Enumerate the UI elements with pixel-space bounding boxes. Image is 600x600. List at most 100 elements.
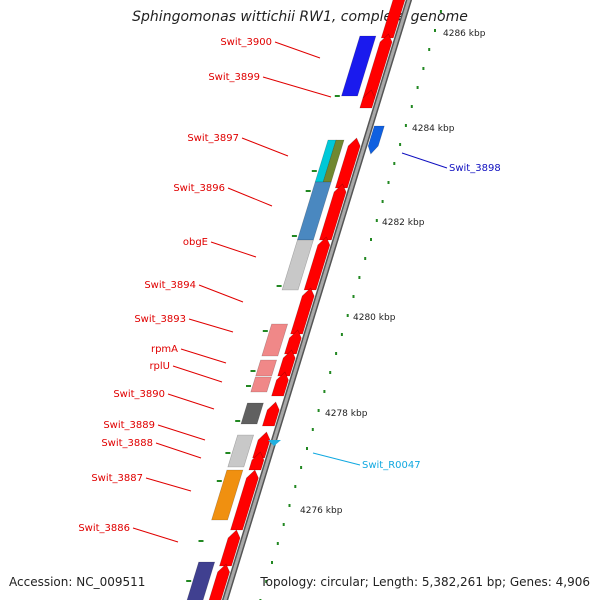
scale-tick: [294, 485, 297, 488]
scale-tick: [364, 257, 367, 260]
label-leader-line: [180, 348, 227, 364]
scale-tick: [265, 580, 268, 583]
accession-text: Accession: NC_009511: [9, 575, 146, 589]
gene-label-rplu[interactable]: rplU: [149, 361, 170, 372]
scale-tick: [422, 67, 425, 70]
label-leader-lines: [132, 41, 448, 543]
forward-gene-arrow[interactable]: [334, 137, 361, 189]
gene-label-swit-3894[interactable]: Swit_3894: [144, 280, 196, 291]
gene-label-swit-3886[interactable]: Swit_3886: [78, 523, 130, 534]
label-leader-line: [198, 284, 244, 303]
gene-label-obge[interactable]: obgE: [183, 237, 208, 248]
forward-gene-arrow[interactable]: [362, 33, 393, 99]
scale-tick: [358, 276, 361, 279]
scale-tick: [416, 86, 419, 89]
gene-labels-right: Swit_3898 Swit_R0047: [362, 163, 501, 471]
scale-labels: 4286 kbp 4284 kbp 4282 kbp 4280 kbp 4278…: [300, 29, 486, 516]
label-leader-line: [227, 187, 273, 207]
label-leader-line: [274, 41, 321, 59]
scale-tick: [375, 219, 378, 222]
scale-tick: [311, 428, 314, 431]
gene-start-tick: [225, 452, 231, 454]
label-leader-line: [188, 318, 234, 333]
scale-tick: [288, 504, 291, 507]
scale-label-4282: 4282 kbp: [382, 218, 425, 228]
scale-tick: [335, 352, 338, 355]
forward-gene-arrow[interactable]: [359, 89, 376, 109]
scale-tick: [404, 124, 407, 127]
scale-tick: [276, 542, 279, 545]
forward-gene-arrow[interactable]: [206, 563, 230, 600]
scale-label-4280: 4280 kbp: [353, 313, 396, 323]
label-leader-line: [155, 442, 202, 459]
forward-gene-arrow[interactable]: [219, 529, 241, 567]
gene-start-tick: [262, 330, 268, 332]
gene-swit-3887[interactable]: [211, 469, 244, 521]
forward-gene-arrow[interactable]: [230, 469, 259, 531]
gene-swit-3889[interactable]: [227, 434, 255, 468]
scale-tick: [439, 10, 442, 13]
scale-tick: [340, 333, 343, 336]
scale-tick: [323, 390, 326, 393]
gene-start-tick: [186, 580, 192, 582]
gene-obge[interactable]: [281, 239, 314, 291]
forward-gene-arrow[interactable]: [277, 349, 296, 377]
scale-tick: [282, 523, 285, 526]
label-leader-line: [172, 365, 223, 383]
gene-label-swit-3890[interactable]: Swit_3890: [113, 389, 165, 400]
forward-gene-arrow[interactable]: [318, 183, 347, 241]
scale-tick: [329, 371, 332, 374]
forward-gene-arrow[interactable]: [271, 371, 289, 397]
forward-gene-arrow[interactable]: [248, 451, 265, 471]
gene-label-swit-3896[interactable]: Swit_3896: [173, 183, 225, 194]
scale-tick: [393, 162, 396, 165]
gene-rplu[interactable]: [250, 376, 272, 393]
forward-gene-arrow[interactable]: [303, 236, 331, 291]
gene-start-tick: [250, 370, 256, 372]
scale-tick: [271, 561, 273, 564]
scale-tick: [352, 295, 355, 298]
scale-label-4286: 4286 kbp: [443, 29, 486, 39]
gene-start-tick: [311, 170, 317, 172]
gene-start-tick: [334, 95, 340, 97]
scale-label-4278: 4278 kbp: [325, 409, 368, 419]
label-leader-line: [132, 527, 179, 543]
forward-gene-arrow[interactable]: [290, 287, 315, 335]
gene-label-swit-3893[interactable]: Swit_3893: [134, 314, 186, 325]
gene-label-swit-3887[interactable]: Swit_3887: [91, 473, 143, 484]
scale-tick: [317, 409, 320, 412]
label-leader-line: [210, 241, 257, 258]
forward-gene-arrow[interactable]: [284, 329, 302, 355]
gene-swit-3898[interactable]: [367, 125, 385, 155]
forward-gene-arrow[interactable]: [252, 431, 271, 459]
scale-tick: [381, 200, 384, 203]
forward-gene-arrow[interactable]: [261, 401, 280, 427]
gene-swit-3900[interactable]: [341, 35, 377, 97]
gene-label-rpma[interactable]: rpmA: [151, 344, 178, 355]
label-leader-line: [312, 452, 361, 466]
gene-swit-r0047[interactable]: [268, 440, 281, 446]
gene-start-tick: [216, 480, 222, 482]
gene-start-tick: [305, 190, 311, 192]
label-leader-line: [167, 393, 215, 410]
scale-tick-marks: [186, 10, 442, 600]
forward-gene-arrow[interactable]: [380, 0, 408, 39]
gene-label-swit-3897[interactable]: Swit_3897: [187, 133, 239, 144]
gene-swit-3886[interactable]: [184, 561, 216, 600]
gene-rpma[interactable]: [255, 359, 278, 377]
gene-label-swit-3889[interactable]: Swit_3889: [103, 420, 155, 431]
gene-swit-3893[interactable]: [261, 323, 289, 357]
scale-tick: [370, 238, 372, 241]
gene-labels-left: Swit_3900 Swit_3899 Swit_3897 Swit_3896 …: [78, 37, 272, 534]
gene-label-swit-3898[interactable]: Swit_3898: [449, 163, 501, 174]
gene-label-swit-3900[interactable]: Swit_3900: [220, 37, 272, 48]
label-leader-line: [401, 152, 448, 169]
gene-label-swit-3888[interactable]: Swit_3888: [101, 438, 153, 449]
label-leader-line: [157, 424, 206, 441]
label-leader-line: [241, 137, 289, 157]
gene-label-swit-3899[interactable]: Swit_3899: [208, 72, 260, 83]
gene-label-swit-r0047[interactable]: Swit_R0047: [362, 460, 421, 471]
gene-swit-3890[interactable]: [240, 402, 264, 425]
label-leader-line: [262, 76, 332, 98]
